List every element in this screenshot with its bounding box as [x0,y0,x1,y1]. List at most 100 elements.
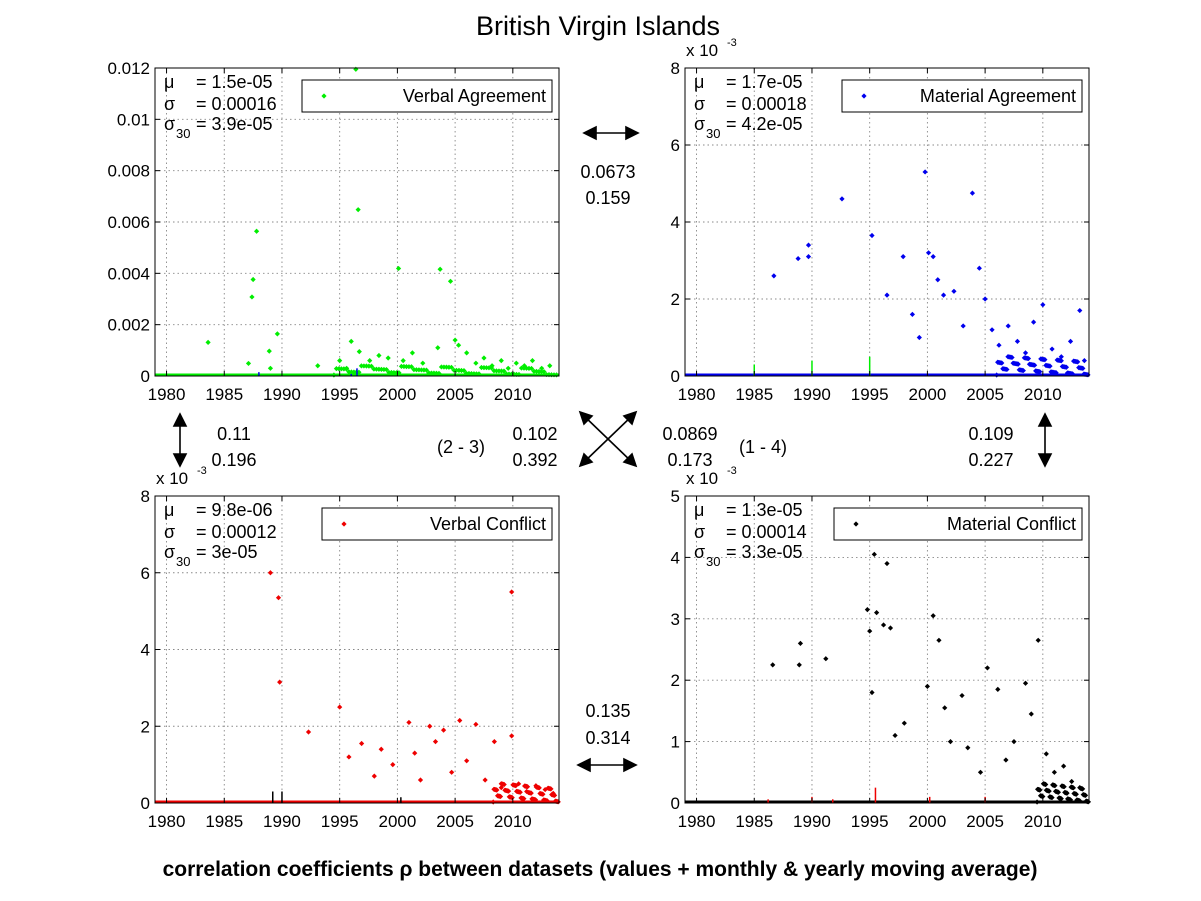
y-exponent-label: x 10 [686,469,718,488]
stat-sigma30-symbol: σ [164,114,175,134]
data-point [995,359,1001,365]
x-tick-label: 1990 [793,385,831,404]
x-tick-label: 2010 [1024,385,1062,404]
y-tick-label: 0 [141,367,150,386]
data-point [315,363,321,369]
x-tick-label: 2010 [494,385,532,404]
data-point [1062,789,1068,796]
data-point [996,342,1002,348]
stat-sigma-value: = 0.00018 [726,94,807,114]
data-point [348,338,354,344]
data-point [503,371,510,377]
data-point [1043,787,1049,793]
data-point [916,334,922,341]
dense-series [490,781,561,805]
data-point [1076,365,1082,371]
stat-sigma-symbol: σ [164,94,175,114]
data-point [805,242,812,248]
corr-bottom-b: 0.314 [585,728,630,748]
data-point [1080,792,1086,798]
legend: Verbal Agreement [301,79,553,113]
data-point [371,773,377,779]
data-point [1005,354,1011,360]
data-point [1037,793,1044,799]
corr-diag14-tag: (1 - 4) [739,437,787,457]
y-tick-label: 0.01 [117,110,150,129]
corr-diag23-a: 0.102 [512,424,557,444]
stats-box: μ = 9.8e-06 σ = 0.00012 σ 30 = 3e-05 [164,500,277,569]
data-point [1067,338,1074,344]
correlation-arrows [172,125,1053,773]
stat-sigma30-symbol: σ [164,542,175,562]
legend-marker [321,93,327,99]
data-point [455,342,462,348]
data-point [489,363,495,369]
data-point [371,366,377,372]
data-point [390,762,396,768]
arrow-right [1037,412,1053,468]
y-tick-label: 0.002 [107,316,150,335]
data-point [463,370,470,377]
data-point [884,560,890,567]
legend-box [321,507,553,541]
stats-box: μ = 1.3e-05 σ = 0.00014 σ 30 = 3.3e-05 [694,500,807,569]
legend-label: Material Agreement [920,86,1076,106]
plot-area [155,68,559,376]
stat-sigma30-value: = 4.2e-05 [726,114,803,134]
data-point [925,250,932,256]
data-point [880,622,887,628]
data-point [1043,751,1049,757]
y-tick-label: 2 [671,671,680,690]
data-point [386,369,392,376]
data-point [947,739,954,745]
data-point [274,331,280,337]
x-tick-label: 1995 [851,385,889,404]
data-point [1040,781,1047,787]
data-point [277,679,283,685]
data-point [989,327,995,333]
data-point [1068,784,1074,790]
x-tick-label: 2005 [966,812,1004,831]
data-point [1026,361,1033,367]
data-point [513,788,520,794]
y-tick-label: 3 [671,610,680,629]
data-point [522,783,528,789]
legend-label: Verbal Agreement [403,86,546,106]
y-tick-label: 4 [671,213,680,232]
data-point [1058,354,1064,360]
data-point [518,365,525,371]
data-point [412,750,418,756]
tick-marks [685,495,1089,804]
y-tick-label: 0.006 [107,213,150,232]
data-point [1081,371,1087,377]
corr-diag23-tag: (2 - 3) [437,437,485,457]
plot-area [685,496,1089,803]
legend-marker [341,521,347,527]
gridlines [685,495,1089,804]
data-point [547,363,553,369]
corr-right-a: 0.109 [968,424,1013,444]
data-point [936,637,942,643]
arrow-left [172,412,188,468]
stat-sigma30-value: = 3e-05 [196,542,258,562]
data-point [871,551,877,557]
data-point [1038,356,1044,362]
data-point [1050,782,1056,788]
data-point [1035,786,1041,792]
data-point [900,254,906,260]
data-point [1033,368,1039,374]
data-point [1022,350,1029,356]
x-tick-label: 1980 [678,812,716,831]
data-point [552,798,558,804]
y-tick-label: 0 [671,794,680,813]
stat-mu-symbol: μ [694,500,704,520]
legend: Material Conflict [833,507,1083,541]
data-point [267,570,274,576]
data-point [539,365,545,371]
data-point [1051,769,1057,775]
data-point [417,777,424,783]
legend-marker [861,93,867,99]
arrow-diagonal-cross [578,410,638,468]
y-tick-label: 8 [671,59,680,78]
data-point [1056,795,1062,801]
